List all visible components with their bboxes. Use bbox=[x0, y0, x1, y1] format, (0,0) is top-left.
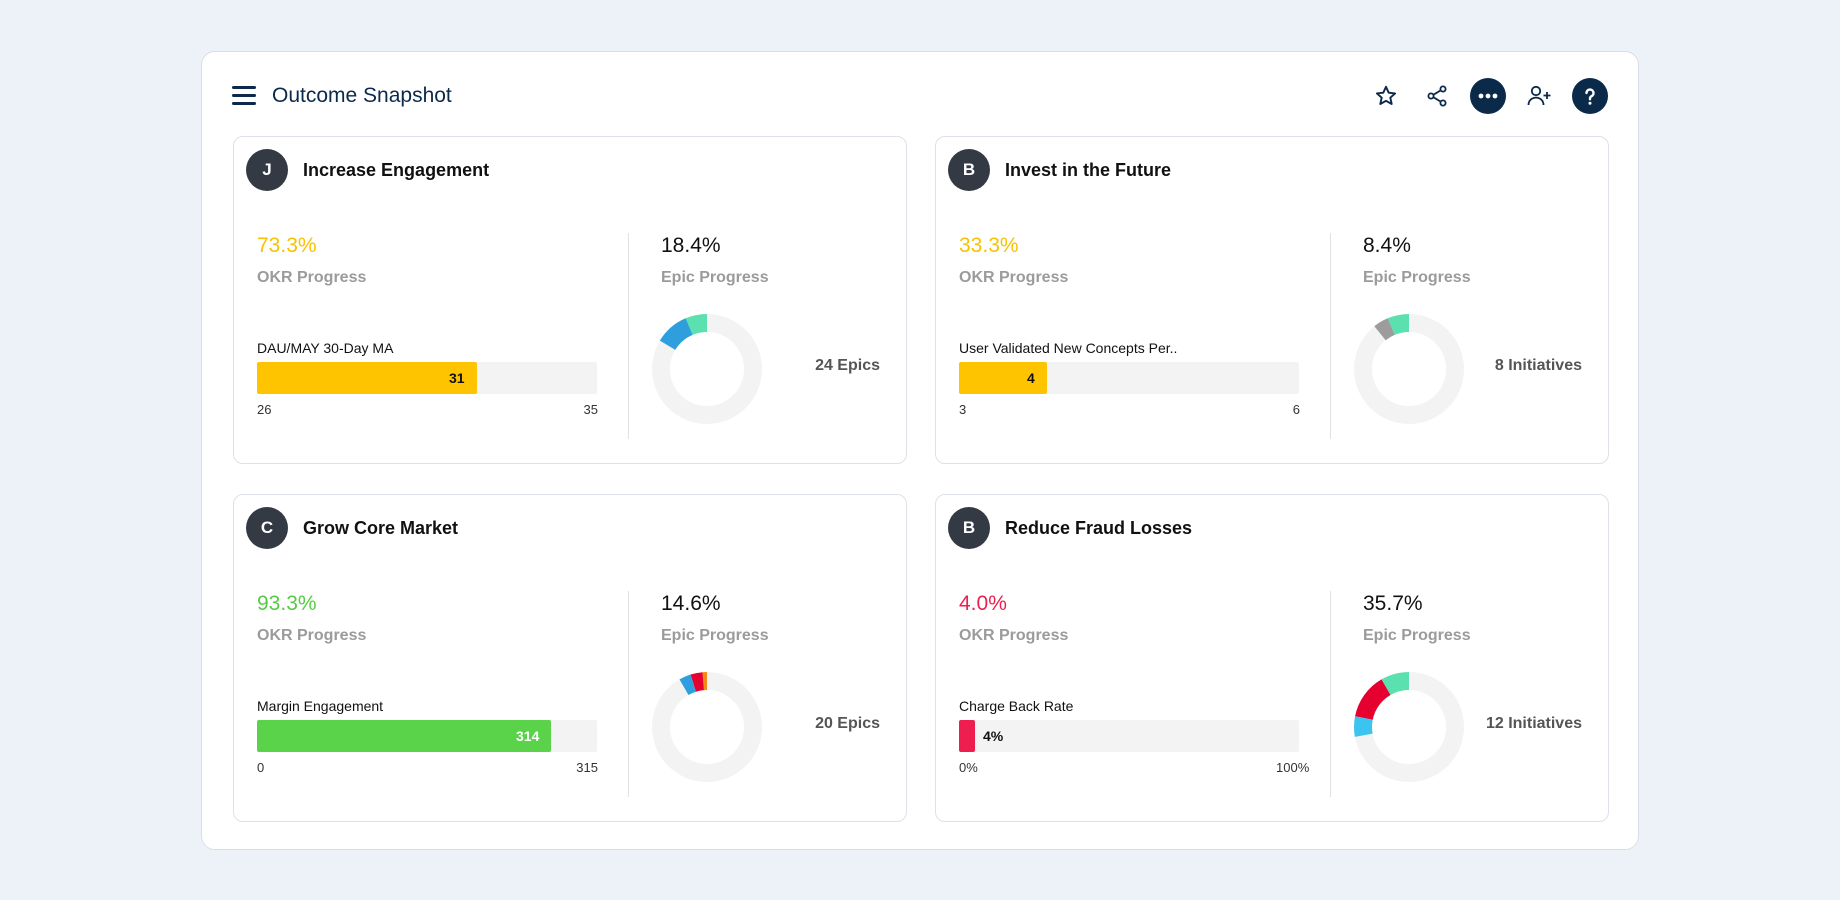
donut-track bbox=[1354, 314, 1464, 424]
donut-segment-2 bbox=[1354, 672, 1464, 782]
epic-progress-value: 35.7% bbox=[1363, 592, 1423, 615]
share-icon bbox=[1427, 85, 1447, 107]
metric-progress-bar: 31 bbox=[257, 362, 597, 394]
star-icon bbox=[1375, 85, 1397, 105]
okr-progress-value: 73.3% bbox=[257, 234, 317, 257]
card-divider bbox=[628, 591, 629, 797]
card-divider bbox=[1330, 233, 1331, 439]
epic-progress-value: 8.4% bbox=[1363, 234, 1411, 257]
card-title: Increase Engagement bbox=[303, 160, 490, 180]
card-title: Reduce Fraud Losses bbox=[1005, 518, 1193, 538]
metric-min: 3 bbox=[959, 402, 967, 417]
metric-progress-fill bbox=[959, 720, 975, 752]
metric-progress-fill bbox=[959, 362, 1047, 394]
avatar: J bbox=[246, 149, 288, 191]
help-button[interactable] bbox=[1572, 78, 1608, 114]
metric-current-value: 314 bbox=[516, 728, 540, 744]
metric-progress-bar: 4 bbox=[959, 362, 1299, 394]
metric-min: 0% bbox=[959, 760, 978, 775]
donut-segment-0 bbox=[1354, 314, 1464, 424]
metric-name: Charge Back Rate bbox=[959, 698, 1074, 714]
okr-progress-label: OKR Progress bbox=[257, 627, 367, 644]
okr-progress-label: OKR Progress bbox=[257, 269, 367, 286]
metric-name: User Validated New Concepts Per.. bbox=[959, 340, 1178, 356]
page-title: Outcome Snapshot bbox=[272, 84, 452, 107]
metric-progress-fill bbox=[257, 720, 551, 752]
epic-count-label: 20 Epics bbox=[815, 715, 880, 732]
card-divider bbox=[628, 233, 629, 439]
metric-min: 0 bbox=[257, 760, 265, 775]
metric-max: 100% bbox=[1276, 760, 1310, 775]
okr-progress-value: 93.3% bbox=[257, 592, 317, 615]
metric-current-value: 4 bbox=[1027, 370, 1035, 386]
avatar: C bbox=[246, 507, 288, 549]
okr-card-grow-core-market[interactable]: C Grow Core Market 93.3% OKR Progress Ma… bbox=[233, 494, 907, 822]
donut-segment-0 bbox=[1354, 672, 1464, 782]
epic-progress-label: Epic Progress bbox=[1363, 627, 1471, 644]
donut-segment-0 bbox=[652, 314, 762, 424]
metric-progress-bar: 314 bbox=[257, 720, 597, 752]
star-button[interactable] bbox=[1368, 78, 1404, 114]
share-button[interactable] bbox=[1419, 78, 1455, 114]
epic-progress-label: Epic Progress bbox=[661, 269, 769, 286]
okr-progress-label: OKR Progress bbox=[959, 627, 1069, 644]
card-title: Grow Core Market bbox=[303, 518, 459, 538]
okr-card-reduce-fraud-losses[interactable]: B Reduce Fraud Losses 4.0% OKR Progress … bbox=[935, 494, 1609, 822]
initiative-count-label: 8 Initiatives bbox=[1494, 357, 1582, 374]
epic-progress-value: 14.6% bbox=[661, 592, 721, 615]
okr-card-increase-engagement[interactable]: J Increase Engagement 73.3% OKR Progress… bbox=[233, 136, 907, 464]
outcome-snapshot-panel: Outcome Snapshot bbox=[201, 51, 1639, 850]
metric-min: 26 bbox=[257, 402, 272, 417]
add-user-button[interactable] bbox=[1521, 78, 1557, 114]
toolbar bbox=[1368, 78, 1608, 114]
okr-progress-label: OKR Progress bbox=[959, 269, 1069, 286]
metric-max: 35 bbox=[583, 402, 598, 417]
help-icon bbox=[1585, 88, 1595, 105]
epic-donut-chart bbox=[1354, 672, 1464, 782]
metric-progress-fill bbox=[257, 362, 477, 394]
initiative-count-label: 12 Initiatives bbox=[1485, 715, 1582, 732]
metric-current-value: 4% bbox=[983, 728, 1004, 744]
metric-name: Margin Engagement bbox=[257, 698, 384, 714]
menu-icon[interactable] bbox=[232, 86, 256, 106]
epic-progress-label: Epic Progress bbox=[1363, 269, 1471, 286]
okr-progress-value: 4.0% bbox=[959, 592, 1007, 615]
metric-current-value: 31 bbox=[449, 370, 465, 386]
donut-segment-0 bbox=[652, 672, 762, 782]
avatar: B bbox=[948, 507, 990, 549]
epic-donut-chart bbox=[652, 672, 762, 782]
epic-donut-chart bbox=[1354, 314, 1464, 424]
add-user-icon bbox=[1527, 85, 1551, 106]
okr-card-invest-in-the-future[interactable]: B Invest in the Future 33.3% OKR Progres… bbox=[935, 136, 1609, 464]
epic-count-label: 24 Epics bbox=[815, 357, 880, 374]
avatar: B bbox=[948, 149, 990, 191]
okr-progress-value: 33.3% bbox=[959, 234, 1019, 257]
more-button[interactable] bbox=[1470, 78, 1506, 114]
metric-name: DAU/MAY 30-Day MA bbox=[257, 340, 394, 356]
metric-progress-bar: 4% bbox=[959, 720, 1299, 752]
epic-donut-chart bbox=[652, 314, 762, 424]
epic-progress-label: Epic Progress bbox=[661, 627, 769, 644]
more-icon bbox=[1478, 93, 1498, 99]
metric-max: 6 bbox=[1292, 402, 1300, 417]
card-divider bbox=[1330, 591, 1331, 797]
epic-progress-value: 18.4% bbox=[661, 234, 721, 257]
card-title: Invest in the Future bbox=[1005, 160, 1172, 180]
metric-max: 315 bbox=[576, 760, 598, 775]
donut-track bbox=[652, 672, 762, 782]
